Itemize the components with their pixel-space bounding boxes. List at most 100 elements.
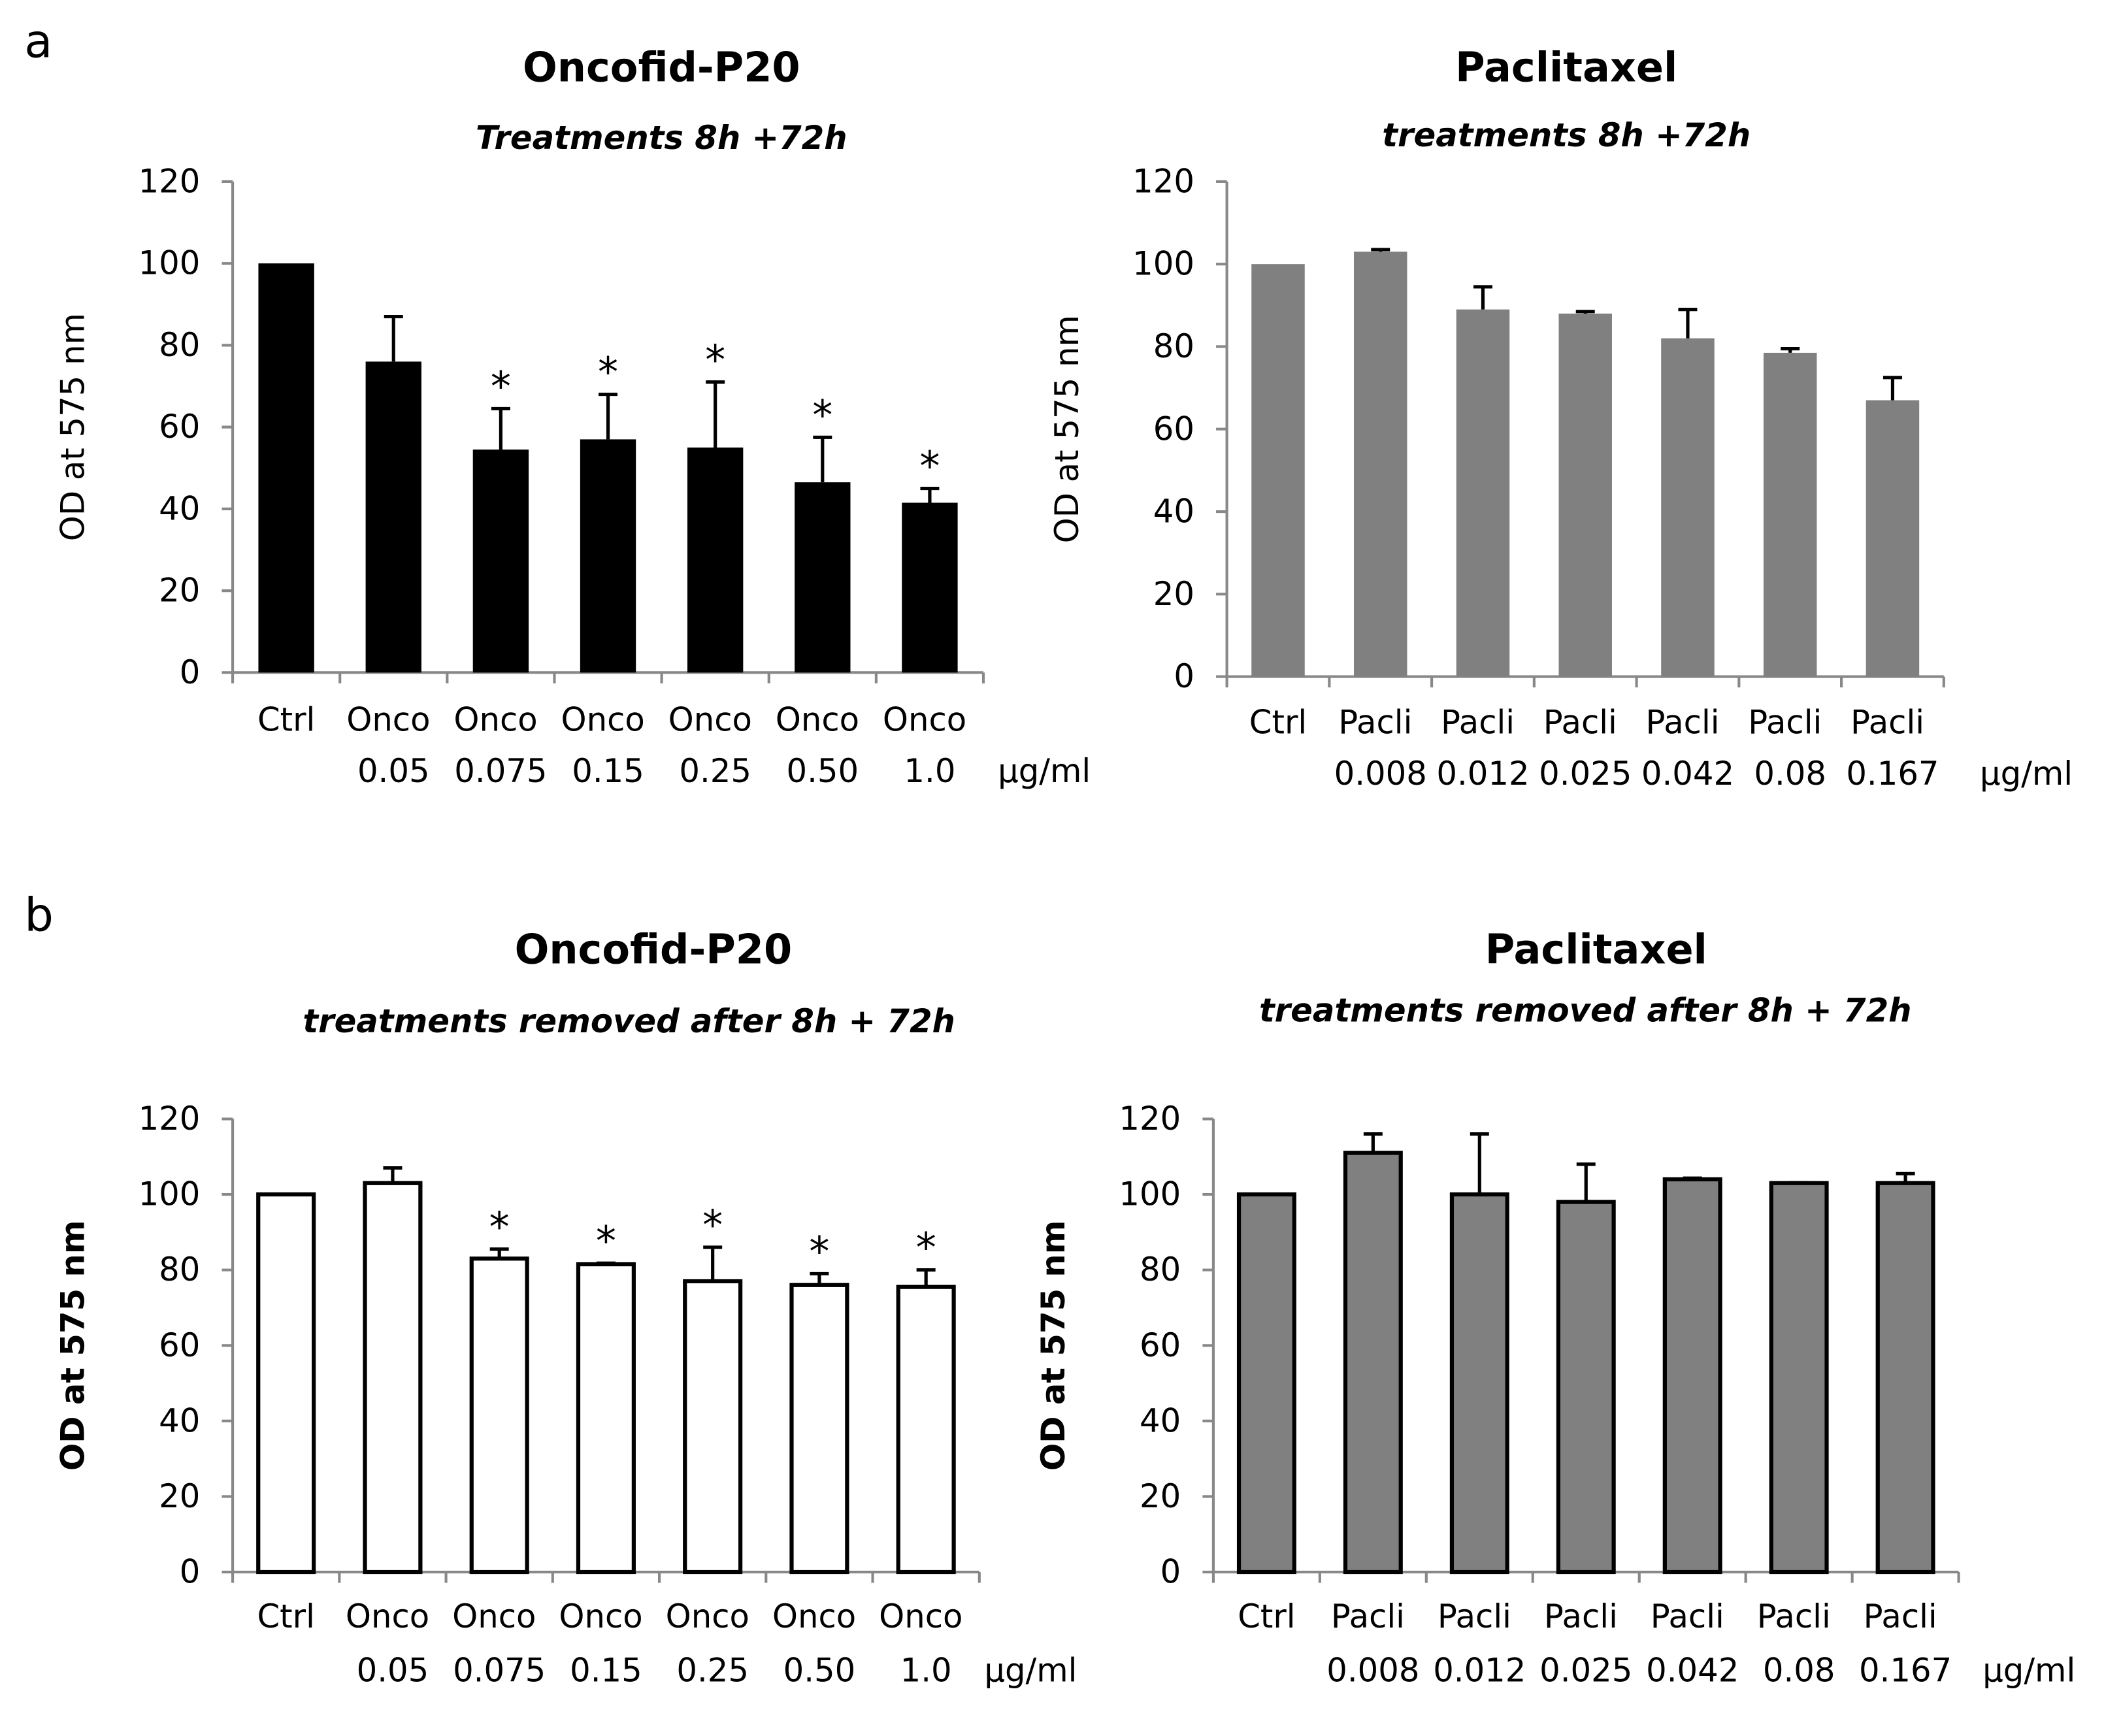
x-tick-label: Onco 0.25 [668,700,763,790]
x-tick-label: Onco 0.50 [772,1597,866,1690]
significance-marker: * [809,1228,829,1275]
significance-marker: * [812,391,832,439]
error-bar [384,314,403,362]
chart-title: Oncofid-P20 [515,925,793,973]
y-tick-label: 60 [159,1326,200,1364]
significance-marker: * [916,1224,936,1271]
x-tick-label: Onco 0.25 [666,1597,760,1690]
y-tick-label: 20 [159,572,200,610]
y-tick-label: 20 [159,1477,200,1515]
error-bar [1473,285,1492,310]
y-tick-label: 0 [1174,657,1194,695]
x-tick-label: Onco 0.15 [559,1597,653,1690]
y-tick-label: 100 [139,1175,201,1213]
error-bar [1678,308,1698,338]
y-tick-label: 80 [159,326,200,364]
x-tick-label: Ctrl [257,1597,314,1635]
y-tick-label: 60 [159,408,200,446]
x-tick-label: Pacli 0.025 [1539,1597,1632,1690]
bar [896,1285,956,1575]
x-tick-label: Onco 0.50 [776,700,870,790]
significance-marker: * [489,1203,510,1251]
y-tick-label: 80 [159,1251,200,1288]
x-tick-label: Onco 0.15 [561,700,655,790]
significance-marker: * [598,348,618,396]
chart-subtitle: treatments removed after 8h + 72h [303,1002,955,1040]
error-bar [491,406,510,450]
y-tick-label: 100 [139,244,201,282]
significance-marker: * [596,1217,616,1265]
y-tick-label: 0 [180,653,201,691]
y-tick-label: 40 [1140,1401,1181,1439]
y-tick-label: 20 [1153,575,1194,613]
x-tick-label: Pacli 0.167 [1859,1597,1952,1690]
y-axis-label: OD at 575 nm [54,1220,91,1471]
y-tick-label: 40 [159,489,200,527]
error-bar [813,435,832,483]
unit-label: µg/ml [998,752,1091,790]
unit-label: µg/ml [1982,1652,2075,1690]
chart-subtitle: treatments 8h +72h [1382,116,1751,154]
error-bar [1896,1171,1915,1183]
bar [363,1181,423,1575]
x-tick-label: Onco 0.05 [346,700,440,790]
bar [256,1192,316,1575]
y-tick-label: 120 [1119,1100,1181,1138]
bar [1236,1192,1296,1575]
error-bar [916,1268,936,1287]
bar [1353,252,1407,677]
bar [1558,313,1612,677]
x-tick-label: Onco 1.0 [879,1597,973,1690]
y-tick-label: 20 [1140,1477,1181,1515]
error-bar [489,1247,509,1259]
unit-label: µg/ml [1980,755,2073,793]
x-tick-label: Ctrl [1238,1597,1295,1635]
x-tick-label: Pacli 0.012 [1433,1597,1526,1690]
bar [1769,1181,1829,1575]
error-bar [1576,1162,1596,1202]
x-tick-label: Pacli 0.025 [1539,704,1632,793]
x-tick-label: Ctrl [257,700,315,738]
bar [687,447,744,673]
y-tick-label: 40 [1153,493,1194,531]
error-bar [383,1166,403,1183]
bar [1763,352,1817,677]
bar [469,1256,529,1575]
significance-marker: * [702,1202,723,1249]
bar [1556,1200,1616,1575]
y-tick-label: 100 [1132,245,1194,283]
bar [580,439,636,673]
error-bar [1883,376,1902,401]
bar [789,1283,849,1575]
bar [1866,400,1920,677]
y-tick-label: 60 [1140,1326,1181,1364]
y-tick-label: 40 [159,1401,200,1439]
error-bar [1371,248,1390,252]
chart-subtitle: Treatments 8h +72h [476,119,847,157]
bar [1875,1181,1935,1575]
bar [365,361,421,673]
x-tick-label: Pacli 0.042 [1641,704,1734,793]
x-tick-label: Onco 1.0 [883,700,977,790]
chart-title: Paclitaxel [1485,925,1707,973]
bar [1661,338,1715,677]
x-tick-label: Pacli 0.167 [1846,704,1939,793]
bar [1662,1177,1722,1575]
significance-marker: * [705,336,725,384]
bar [1449,1192,1509,1575]
x-tick-label: Onco 0.05 [346,1597,440,1690]
error-bar [1781,347,1800,353]
error-bar [1363,1132,1383,1153]
y-tick-label: 120 [139,162,201,200]
x-tick-label: Pacli 0.08 [1748,704,1832,793]
error-bar [596,1261,616,1265]
significance-marker: * [491,363,511,410]
error-bar [599,392,618,440]
chart-title: Paclitaxel [1455,44,1677,91]
panel-label: a [24,14,52,68]
bar [795,482,851,673]
x-tick-label: Ctrl [1249,704,1307,742]
error-bar [1683,1176,1702,1180]
y-tick-label: 80 [1153,327,1194,365]
x-tick-label: Pacli 0.08 [1757,1597,1841,1690]
